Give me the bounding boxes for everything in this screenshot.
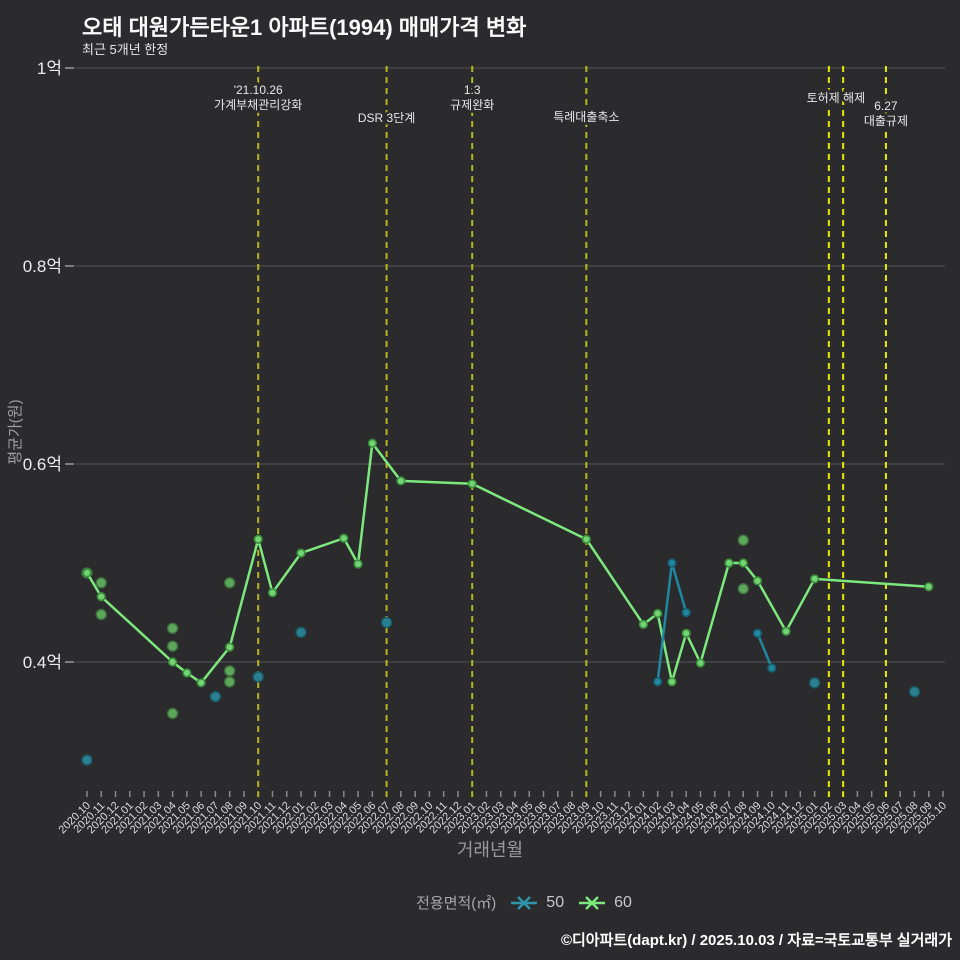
series-50-run0-point-2024.02 bbox=[653, 677, 663, 687]
series-60-point-2024.05 bbox=[695, 658, 706, 668]
gridlines-layer: 1억 0.8억 0.6억 0.4억 bbox=[23, 59, 945, 672]
series-60-point-2022.05 bbox=[353, 559, 363, 569]
series-60-point-2021.06 bbox=[196, 678, 206, 688]
transaction-50-2021.10 bbox=[252, 671, 264, 683]
series-60-point-2022.01 bbox=[296, 548, 306, 558]
event-label: 토허제 해제 bbox=[807, 91, 866, 105]
event-label: 6.27 bbox=[874, 99, 898, 113]
y-tick-label-0.8억: 0.8억 bbox=[23, 257, 62, 276]
event-label: 규제완화 bbox=[450, 98, 494, 112]
y-axis-title: 평균가(원) bbox=[7, 399, 24, 464]
series-60-point-2022.04 bbox=[339, 533, 349, 543]
event-lines-layer bbox=[257, 66, 887, 797]
transaction-50-2021.07 bbox=[209, 690, 222, 703]
transaction-60-2024.08 bbox=[737, 534, 749, 546]
series-60-point-2021.10 bbox=[253, 534, 263, 544]
series-60-point-2021.11 bbox=[267, 588, 278, 598]
series-60-point-2022.08 bbox=[396, 476, 406, 486]
series-60-point-2020.11 bbox=[96, 592, 106, 602]
event-label: 가계부채관리강화 bbox=[214, 98, 302, 112]
transaction-60-2021.04 bbox=[166, 622, 179, 635]
series-50-run0-point-2024.03 bbox=[667, 558, 677, 568]
transaction-50-2022.01 bbox=[295, 626, 307, 638]
y-tick-label-0.6억: 0.6억 bbox=[23, 455, 62, 474]
series-60-point-2024.08 bbox=[738, 558, 748, 568]
series-60-line bbox=[85, 441, 929, 685]
transaction-60-2021.04 bbox=[166, 707, 179, 720]
page-title: 오태 대원가든타운1 아파트(1994) 매매가격 변화 bbox=[82, 15, 527, 40]
transaction-dots-layer bbox=[81, 534, 921, 766]
page-subtitle: 최근 5개년 한정 bbox=[82, 42, 169, 57]
legend: 전용면적(㎡) 50 60 bbox=[44, 892, 960, 913]
transaction-60-2021.08 bbox=[223, 577, 236, 589]
series-60-point-2025.01 bbox=[809, 574, 820, 584]
legend-label-50: 50 bbox=[546, 893, 565, 911]
event-label: '21.10.26 bbox=[234, 83, 283, 97]
footer-credit: ©디아파트(dapt.kr) / 2025.10.03 / 자료=국토교통부 실… bbox=[560, 932, 952, 949]
transaction-60-2021.08 bbox=[223, 676, 236, 688]
series-50-run1-line bbox=[756, 632, 773, 669]
price-line-chart: 1억 0.8억 0.6억 0.4억 2020.102020.112020.122021… bbox=[7, 59, 949, 860]
series-60-point-2024.04 bbox=[681, 628, 691, 638]
event-label: 특례대출축소 bbox=[553, 110, 619, 124]
series-50-marker-icon bbox=[511, 895, 538, 910]
event-label: 1.3 bbox=[464, 83, 481, 97]
series-60-point-2021.08 bbox=[225, 642, 235, 652]
series-60-point-2023.09 bbox=[581, 534, 591, 544]
series-lines-layer bbox=[82, 438, 934, 688]
series-60-point-2021.04 bbox=[168, 657, 178, 667]
legend-item-60[interactable]: 60 bbox=[578, 894, 632, 912]
transaction-60-2020.11 bbox=[95, 608, 107, 621]
series-60-point-2021.05 bbox=[182, 668, 192, 678]
series-60-point-2025.09 bbox=[924, 582, 934, 592]
axes-layer: 2020.102020.112020.122021.012021.022021.… bbox=[57, 791, 949, 836]
transaction-60-2024.08 bbox=[737, 583, 749, 595]
series-60-point-2024.01 bbox=[638, 619, 649, 629]
transaction-60-2021.04 bbox=[166, 640, 179, 652]
transaction-50-2022.07 bbox=[380, 616, 393, 629]
y-tick-label-0.4억: 0.4억 bbox=[23, 653, 62, 672]
transaction-50-2020.10 bbox=[81, 754, 93, 766]
series-60-point-2024.11 bbox=[781, 626, 791, 636]
y-tick-label-1억: 1억 bbox=[37, 59, 62, 78]
series-50-run1-point-2024.10 bbox=[767, 663, 777, 673]
transaction-50-2025.01 bbox=[808, 677, 821, 689]
series-60-point-2022.06 bbox=[367, 438, 377, 448]
legend-item-50[interactable]: 50 bbox=[510, 894, 564, 912]
series-50-run1-point-2024.09 bbox=[752, 628, 763, 638]
transaction-60-2020.11 bbox=[95, 577, 107, 589]
series-60-point-2023.01 bbox=[467, 479, 477, 489]
series-60-point-2024.02 bbox=[653, 608, 663, 619]
series-50-run0-point-2024.04 bbox=[681, 607, 691, 618]
series-60-point-2024.09 bbox=[752, 576, 763, 586]
event-label: DSR 3단계 bbox=[358, 111, 415, 125]
x-axis-title: 거래년월 bbox=[457, 840, 523, 860]
series-60-point-2024.03 bbox=[667, 677, 677, 687]
series-60-point-2024.07 bbox=[724, 558, 734, 568]
transaction-60-2021.08 bbox=[223, 665, 236, 677]
transaction-50-2025.08 bbox=[908, 686, 921, 698]
legend-label-60: 60 bbox=[614, 893, 632, 911]
series-60-marker-icon bbox=[579, 895, 606, 910]
series-50-run0-line bbox=[656, 561, 688, 682]
legend-title: 전용면적(㎡) bbox=[416, 895, 497, 912]
series-60-point-2020.10 bbox=[82, 568, 92, 578]
event-label: 대출규제 bbox=[864, 114, 908, 128]
